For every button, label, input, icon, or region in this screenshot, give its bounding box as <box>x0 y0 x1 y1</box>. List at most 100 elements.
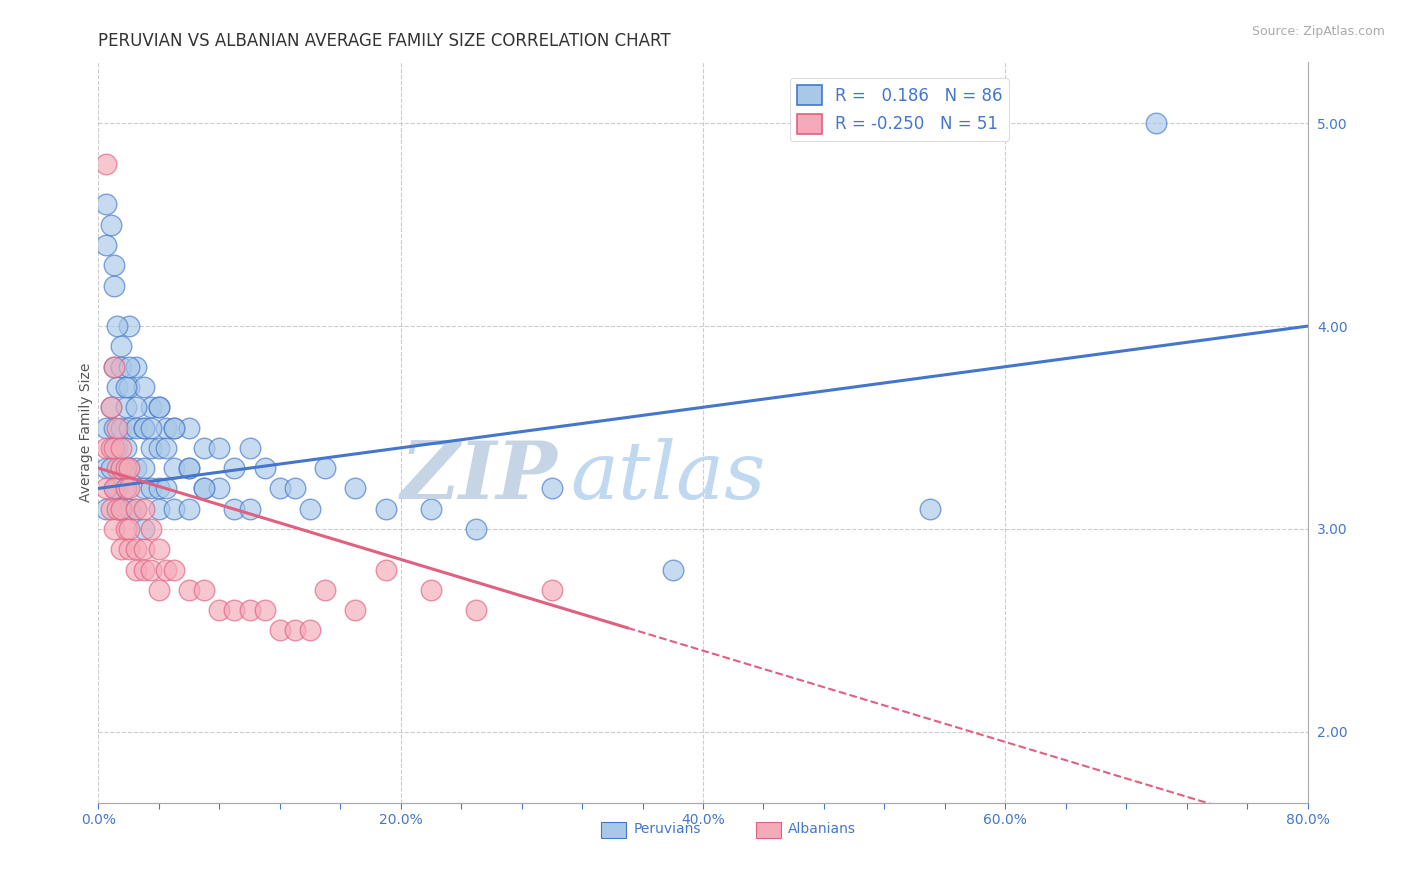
Point <box>132 482 155 496</box>
Point <box>239 501 262 516</box>
Point <box>110 441 132 455</box>
Point <box>110 461 132 475</box>
Point <box>103 482 125 496</box>
Point <box>163 461 186 475</box>
Point <box>148 441 170 455</box>
Point <box>918 501 941 516</box>
Point <box>179 461 201 475</box>
Point <box>148 582 170 597</box>
Point <box>94 420 117 434</box>
Point <box>125 420 148 434</box>
Point <box>344 603 367 617</box>
Point <box>299 624 322 638</box>
Point <box>118 420 141 434</box>
Y-axis label: Average Family Size: Average Family Size <box>79 363 93 502</box>
Point <box>224 501 246 516</box>
Point <box>148 401 170 415</box>
Point <box>155 441 177 455</box>
Point <box>103 482 125 496</box>
Point <box>465 603 488 617</box>
Point <box>105 441 128 455</box>
Point <box>105 420 128 434</box>
Point <box>100 441 122 455</box>
Point <box>118 319 141 334</box>
Point <box>110 359 132 374</box>
Point <box>125 461 148 475</box>
Point <box>141 420 163 434</box>
Point <box>94 197 117 211</box>
Point <box>125 501 148 516</box>
Point <box>465 522 488 536</box>
Text: atlas: atlas <box>569 438 765 516</box>
Point <box>114 461 136 475</box>
Point <box>114 441 136 455</box>
Point <box>193 482 215 496</box>
Point <box>540 482 562 496</box>
Point <box>284 624 307 638</box>
Point <box>163 420 186 434</box>
Point <box>208 603 231 617</box>
Point <box>100 461 122 475</box>
Point <box>103 420 125 434</box>
Point <box>148 482 170 496</box>
Point <box>110 339 132 353</box>
Point <box>208 441 231 455</box>
Text: Source: ZipAtlas.com: Source: ZipAtlas.com <box>1251 25 1385 38</box>
Point <box>125 542 148 557</box>
Point <box>284 482 307 496</box>
Point <box>141 401 163 415</box>
Point <box>148 401 170 415</box>
Point <box>148 501 170 516</box>
Point <box>269 624 291 638</box>
Point <box>374 501 396 516</box>
Point <box>118 482 141 496</box>
Point <box>661 562 683 576</box>
Text: Peruvians: Peruvians <box>633 822 702 836</box>
Point <box>253 461 276 475</box>
Point <box>239 441 262 455</box>
Point <box>100 401 122 415</box>
Point <box>132 501 155 516</box>
Point <box>299 501 322 516</box>
Point <box>103 441 125 455</box>
Point <box>110 542 132 557</box>
Point <box>94 501 117 516</box>
Text: Albanians: Albanians <box>787 822 856 836</box>
Point <box>103 522 125 536</box>
Point <box>141 441 163 455</box>
Point <box>118 461 141 475</box>
Point <box>1144 116 1167 130</box>
Point <box>125 501 148 516</box>
Point <box>314 582 336 597</box>
Point <box>100 218 122 232</box>
Point <box>105 461 128 475</box>
Point <box>239 603 262 617</box>
Point <box>114 380 136 394</box>
Point <box>179 461 201 475</box>
Point <box>141 562 163 576</box>
Point <box>163 420 186 434</box>
Point <box>163 562 186 576</box>
Point <box>105 319 128 334</box>
Point <box>110 461 132 475</box>
Point <box>103 258 125 272</box>
FancyBboxPatch shape <box>602 822 626 838</box>
Point <box>420 582 443 597</box>
Point <box>103 278 125 293</box>
Point <box>118 359 141 374</box>
Point <box>125 562 148 576</box>
Point <box>269 482 291 496</box>
Point <box>114 522 136 536</box>
Point <box>224 461 246 475</box>
Point <box>118 542 141 557</box>
Point <box>114 482 136 496</box>
Point <box>118 380 141 394</box>
Point <box>125 359 148 374</box>
Point <box>114 482 136 496</box>
Point <box>314 461 336 475</box>
Point <box>141 482 163 496</box>
Point <box>110 501 132 516</box>
Point <box>179 582 201 597</box>
Point <box>141 522 163 536</box>
Point <box>118 461 141 475</box>
